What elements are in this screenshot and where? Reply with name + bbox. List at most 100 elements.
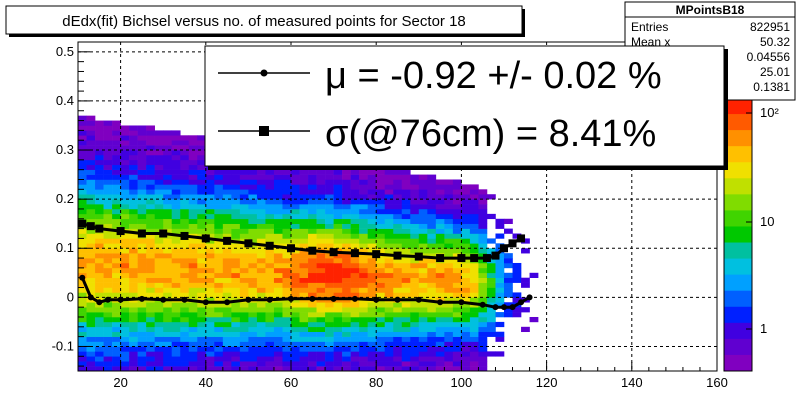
series-point-mu xyxy=(518,299,525,306)
x-tick-label: 40 xyxy=(199,375,213,390)
stats-row-value: 0.1381 xyxy=(753,80,790,94)
series-point-mu xyxy=(309,295,316,302)
legend-box: μ = -0.92 +/- 0.02 % σ(@76cm) = 8.41% xyxy=(204,45,728,170)
series-point-sigma xyxy=(308,246,317,255)
stats-row-value: 25.01 xyxy=(760,65,790,79)
series-point-mu xyxy=(501,304,507,311)
series-point-sigma xyxy=(180,231,189,240)
series-point-mu xyxy=(181,296,188,303)
series-point-mu xyxy=(373,296,380,303)
series-point-sigma xyxy=(436,254,445,263)
colorbar-swatch xyxy=(724,178,752,195)
series-point-sigma xyxy=(393,251,402,260)
y-tick-label: -0.1 xyxy=(52,338,74,353)
series-point-mu xyxy=(160,296,167,303)
colorbar-swatch xyxy=(724,274,752,292)
stats-row-label: Entries xyxy=(631,20,668,34)
series-point-sigma xyxy=(244,239,253,248)
series-point-mu xyxy=(117,296,124,303)
plot-frame xyxy=(77,41,718,372)
colorbar-swatch xyxy=(724,338,752,356)
series-point-sigma xyxy=(491,251,500,260)
y-tick-label: 0.3 xyxy=(56,142,74,157)
series-point-sigma xyxy=(287,244,295,253)
x-tick-label: 20 xyxy=(113,375,127,390)
x-tick-label: 140 xyxy=(621,375,643,390)
title-box: dEdx(fit) Bichsel versus no. of measured… xyxy=(5,5,525,37)
series-point-mu xyxy=(266,296,273,303)
y-tick-label: 0 xyxy=(67,289,74,304)
y-tick-label: 0.5 xyxy=(56,44,74,59)
series-point-sigma xyxy=(116,227,125,236)
series-point-sigma xyxy=(482,254,491,263)
series-point-mu xyxy=(104,296,111,303)
legend-sigma-text: σ(@76cm) = 8.41% xyxy=(325,113,656,155)
colorbar-swatch xyxy=(724,98,752,115)
stats-row-value: 822951 xyxy=(750,20,790,34)
series-point-sigma xyxy=(329,248,338,257)
colorbar: 10² 10 1 xyxy=(723,97,779,372)
stats-row-value: 0.04556 xyxy=(747,50,791,64)
series-point-mu xyxy=(394,296,401,303)
series-point-mu xyxy=(87,294,94,301)
x-tick-label: 120 xyxy=(536,375,558,390)
series-point-sigma xyxy=(508,239,517,248)
y-tick-label: 0.4 xyxy=(56,93,74,108)
series-point-sigma xyxy=(470,254,479,263)
colorbar-label: 10² xyxy=(760,105,779,120)
series-point-sigma xyxy=(86,222,95,231)
series-point-sigma xyxy=(201,234,210,243)
colorbar-swatch xyxy=(724,226,752,244)
series-point-mu xyxy=(458,299,465,306)
colorbar-label: 10 xyxy=(760,214,774,229)
colorbar-swatch xyxy=(724,258,752,276)
x-tick-label: 100 xyxy=(451,375,473,390)
series-point-sigma xyxy=(517,234,526,243)
x-tick-label: 60 xyxy=(284,375,298,390)
legend-sigma-marker xyxy=(259,126,269,136)
stats-row-value: 50.32 xyxy=(760,35,790,49)
x-tick-label: 160 xyxy=(706,375,728,390)
colorbar-swatch xyxy=(724,114,752,131)
series-point-sigma xyxy=(223,236,232,245)
series-point-mu xyxy=(492,304,499,311)
colorbar-swatch xyxy=(724,146,752,163)
series-point-mu xyxy=(351,295,358,302)
series-point-mu xyxy=(245,296,252,303)
y-tick-label: 0.2 xyxy=(56,191,74,206)
series-point-mu xyxy=(138,295,145,302)
legend-mu-marker xyxy=(260,69,268,77)
series-point-mu xyxy=(479,301,486,308)
series-point-mu xyxy=(526,294,533,301)
series-point-mu xyxy=(330,295,337,302)
colorbar-swatch xyxy=(724,162,752,179)
colorbar-swatch xyxy=(724,306,752,324)
x-tick-label: 80 xyxy=(369,375,383,390)
series-point-mu xyxy=(96,299,103,306)
colorbar-swatch xyxy=(724,290,752,308)
series-point-sigma xyxy=(95,224,104,233)
colorbar-label: 1 xyxy=(760,321,767,336)
axes: 20 40 60 80 100 120 140 160 -0.1 0 0.1 0.2 0.3 0.4 0.5 xyxy=(52,44,728,390)
series-point-sigma xyxy=(372,250,381,259)
series-point-mu xyxy=(415,296,422,303)
stats-name: MPointsB18 xyxy=(676,3,745,17)
series-point-mu xyxy=(79,274,86,281)
series-point-sigma xyxy=(137,229,146,238)
series-point-mu xyxy=(202,299,209,306)
colorbar-swatch xyxy=(724,130,752,147)
series-point-sigma xyxy=(457,254,466,263)
chart-title: dEdx(fit) Bichsel versus no. of measured… xyxy=(62,13,466,30)
series-point-mu xyxy=(288,295,294,302)
colorbar-swatch xyxy=(724,210,752,227)
series-point-sigma xyxy=(265,241,274,250)
colorbar-swatch xyxy=(724,322,752,340)
series-point-sigma xyxy=(414,252,423,261)
series-point-sigma xyxy=(78,219,87,228)
y-tick-label: 0.1 xyxy=(56,240,74,255)
series-point-sigma xyxy=(350,249,359,258)
series-point-sigma xyxy=(500,244,508,253)
series-point-sigma xyxy=(159,229,168,238)
